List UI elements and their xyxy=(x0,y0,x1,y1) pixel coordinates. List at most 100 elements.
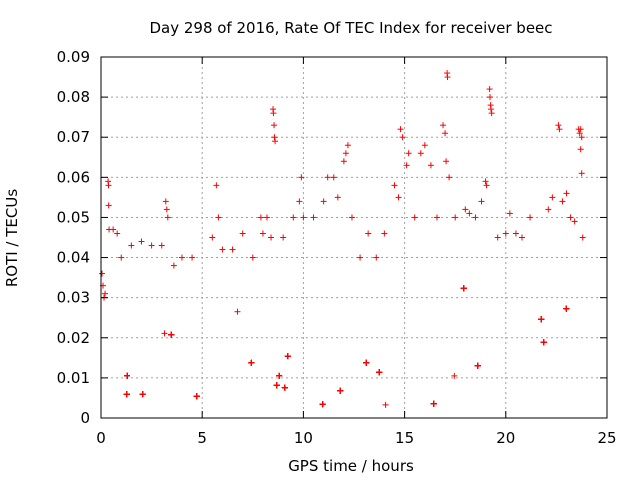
data-points xyxy=(99,70,586,408)
data-point xyxy=(102,290,109,297)
data-point xyxy=(272,138,279,145)
data-point xyxy=(440,122,447,129)
data-point xyxy=(365,230,372,237)
data-point xyxy=(298,174,305,181)
data-point xyxy=(391,182,398,189)
data-point xyxy=(163,206,170,213)
data-point xyxy=(577,126,584,133)
data-point xyxy=(259,230,266,237)
y-tick-label: 0.02 xyxy=(57,329,90,347)
data-point xyxy=(451,372,458,379)
data-point xyxy=(486,86,493,93)
data-point xyxy=(373,254,380,261)
data-point xyxy=(324,174,331,181)
y-tick-label: 0.05 xyxy=(57,208,90,226)
data-point xyxy=(268,234,275,241)
data-point xyxy=(494,234,501,241)
data-point xyxy=(310,214,317,221)
data-point xyxy=(452,214,459,221)
data-point xyxy=(178,254,185,261)
tick-labels: 0 0.01 0.02 0.03 0.04 0.05 0.06 0.07 0.08 0.09 0 5 1… xyxy=(57,48,617,447)
data-point xyxy=(444,74,451,81)
y-tick-label: 0.01 xyxy=(57,369,90,387)
data-point xyxy=(563,305,570,312)
data-point xyxy=(527,214,534,221)
data-point xyxy=(263,214,270,221)
data-point xyxy=(577,146,584,153)
data-point xyxy=(399,134,406,141)
data-point xyxy=(446,174,453,181)
data-point xyxy=(488,106,495,113)
data-point xyxy=(209,234,216,241)
data-point xyxy=(578,134,585,141)
data-point xyxy=(110,226,117,233)
data-point xyxy=(164,214,171,221)
data-point xyxy=(340,158,347,165)
x-tick-label: 20 xyxy=(496,429,515,447)
data-point xyxy=(506,210,513,217)
data-point xyxy=(397,126,404,133)
data-point xyxy=(567,214,574,221)
data-point xyxy=(168,331,175,338)
data-point xyxy=(319,401,326,408)
data-point xyxy=(417,150,424,157)
y-tick-label: 0.09 xyxy=(57,48,90,66)
x-tick-label: 10 xyxy=(294,429,313,447)
data-point xyxy=(219,246,226,253)
grid-lines xyxy=(101,57,607,418)
data-point xyxy=(411,214,418,221)
data-point xyxy=(563,190,570,197)
data-point xyxy=(148,242,155,249)
data-point xyxy=(462,206,469,213)
data-point xyxy=(161,330,168,337)
data-point xyxy=(342,150,349,157)
y-tick-label: 0.06 xyxy=(57,168,90,186)
data-point xyxy=(330,174,337,181)
data-point xyxy=(162,198,169,205)
data-point xyxy=(105,182,112,189)
data-point xyxy=(430,400,437,407)
data-point xyxy=(472,214,479,221)
plot-frame xyxy=(100,56,608,419)
data-point xyxy=(357,254,364,261)
y-tick-label: 0.08 xyxy=(57,88,90,106)
data-point xyxy=(276,372,283,379)
data-point xyxy=(257,214,264,221)
data-point xyxy=(334,194,341,201)
data-point xyxy=(114,230,121,237)
data-point xyxy=(158,242,165,249)
data-point xyxy=(281,384,288,391)
data-point xyxy=(229,246,236,253)
data-point xyxy=(273,382,280,389)
data-point xyxy=(395,194,402,201)
data-point xyxy=(545,206,552,213)
y-tick-label: 0.04 xyxy=(57,249,90,267)
x-tick-label: 5 xyxy=(197,429,207,447)
data-point xyxy=(442,130,449,137)
data-point xyxy=(382,401,389,408)
data-point xyxy=(540,339,547,346)
data-point xyxy=(555,122,562,129)
y-tick-label: 0.03 xyxy=(57,289,90,307)
data-point xyxy=(474,362,481,369)
data-point xyxy=(559,198,566,205)
axes xyxy=(100,56,608,419)
x-tick-label: 0 xyxy=(96,429,106,447)
data-point xyxy=(512,230,519,237)
data-point xyxy=(193,393,200,400)
data-point xyxy=(348,214,355,221)
data-point xyxy=(189,254,196,261)
data-point xyxy=(556,126,563,133)
data-point xyxy=(482,178,489,185)
data-point xyxy=(363,359,370,366)
data-point xyxy=(576,130,583,137)
data-point xyxy=(538,316,545,323)
data-point xyxy=(320,198,327,205)
data-point xyxy=(571,218,578,225)
data-point xyxy=(270,110,277,117)
data-point xyxy=(271,134,278,141)
data-point xyxy=(118,254,125,261)
data-point xyxy=(248,359,255,366)
data-point xyxy=(123,391,130,398)
x-tick-label: 15 xyxy=(395,429,414,447)
